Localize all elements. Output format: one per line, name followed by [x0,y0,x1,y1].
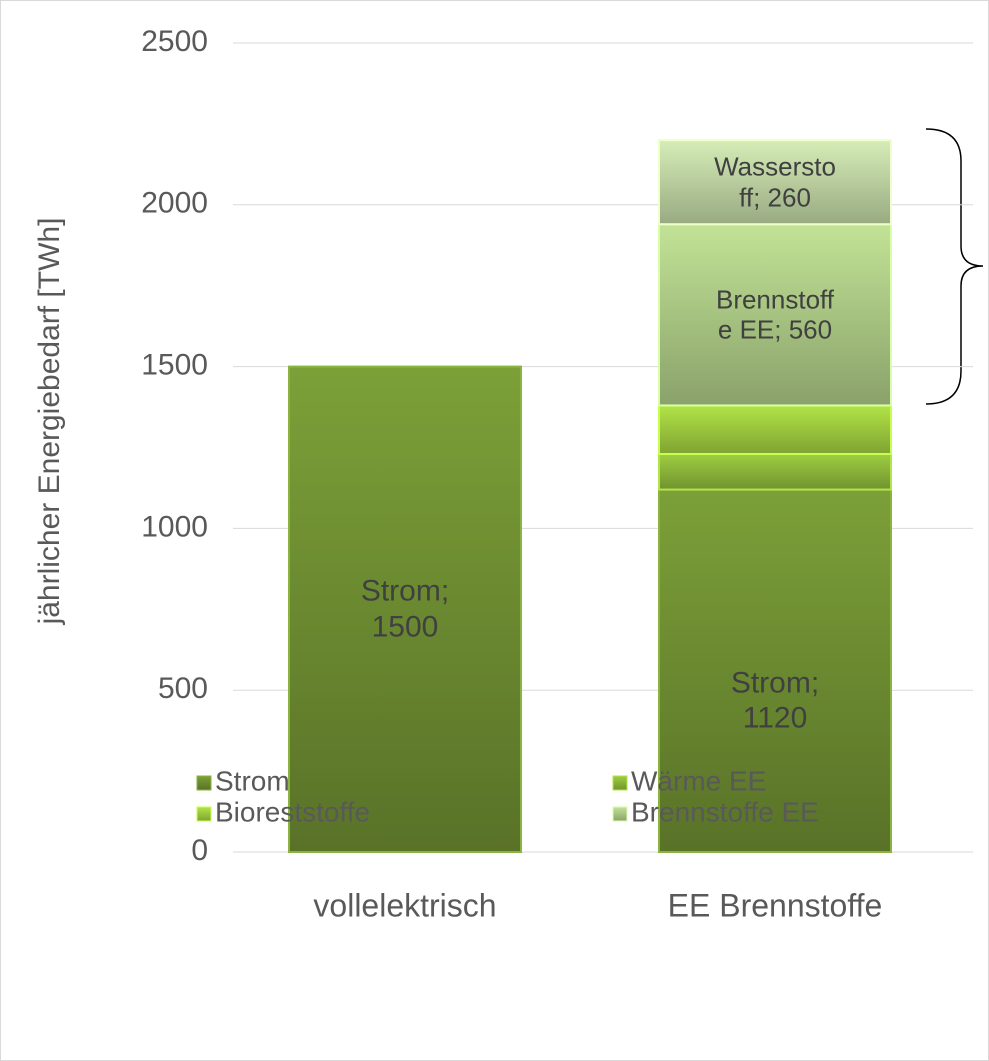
x-tick-label: vollelektrisch [313,887,496,923]
legend-marker [196,775,212,791]
bar-segment [658,223,892,407]
y-tick-label: 0 [191,834,208,867]
bar-segment [658,404,892,455]
legend-marker [612,806,628,822]
bar-segment [658,488,892,853]
bar-segment [288,365,522,853]
y-tick-label: 1500 [141,349,208,382]
y-tick-label: 2000 [141,187,208,220]
y-tick-label: 2500 [141,25,208,58]
bar-segment [658,139,892,226]
y-axis-label: jährlicher Energiebedarf [TWh] [33,218,66,626]
legend-marker [196,806,212,822]
legend-label: Brennstoffe EE [631,796,819,827]
y-tick-label: 500 [158,672,208,705]
legend-label: Bioreststoffe [215,796,370,827]
y-tick-label: 1000 [141,510,208,543]
legend-label: Wärme EE [631,765,766,796]
legend-marker [612,775,628,791]
legend-label: Strom [215,765,290,796]
x-tick-label: EE Brennstoffe [668,887,883,923]
brace [925,128,984,405]
bar-segment [658,452,892,491]
